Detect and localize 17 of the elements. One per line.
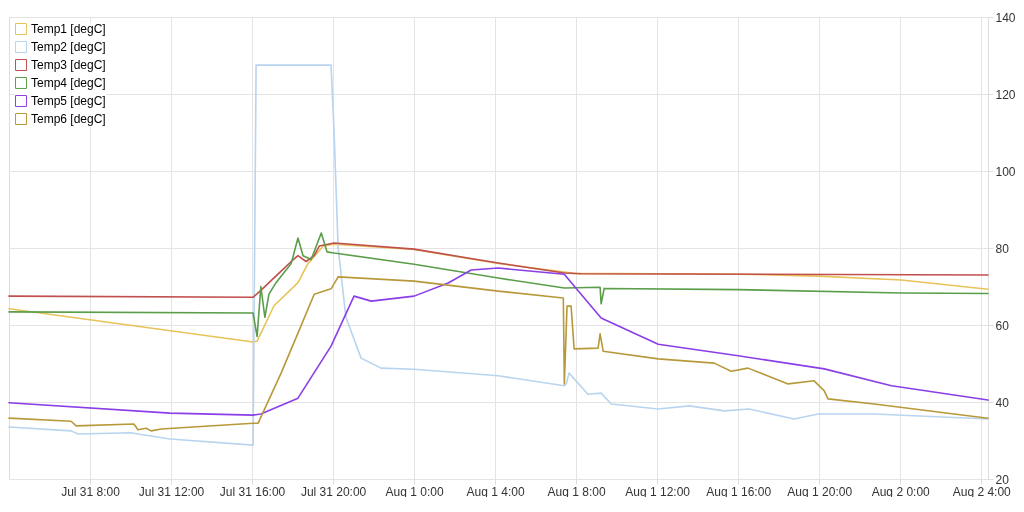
legend-label: Temp2 [degC] [31,40,106,54]
legend-label: Temp3 [degC] [31,58,106,72]
y-tick-label: 140 [995,10,1016,25]
y-tick-label: 80 [995,241,1010,256]
legend-label: Temp6 [degC] [31,112,106,126]
y-tick-label: 20 [995,472,1010,487]
y-tick-label: 40 [995,395,1010,410]
x-tick-label: Jul 31 8:00 [61,484,121,499]
legend-label: Temp4 [degC] [31,76,106,90]
y-tick-label: 120 [995,87,1016,102]
legend-label: Temp5 [degC] [31,94,106,108]
y-tick-label: 100 [995,164,1016,179]
x-tick-label: Jul 31 20:00 [300,484,367,499]
legend-label: Temp1 [degC] [31,22,106,36]
x-tick-label: Jul 31 16:00 [219,484,286,499]
x-tick-label: Jul 31 12:00 [138,484,205,499]
y-tick-label: 60 [995,318,1010,333]
